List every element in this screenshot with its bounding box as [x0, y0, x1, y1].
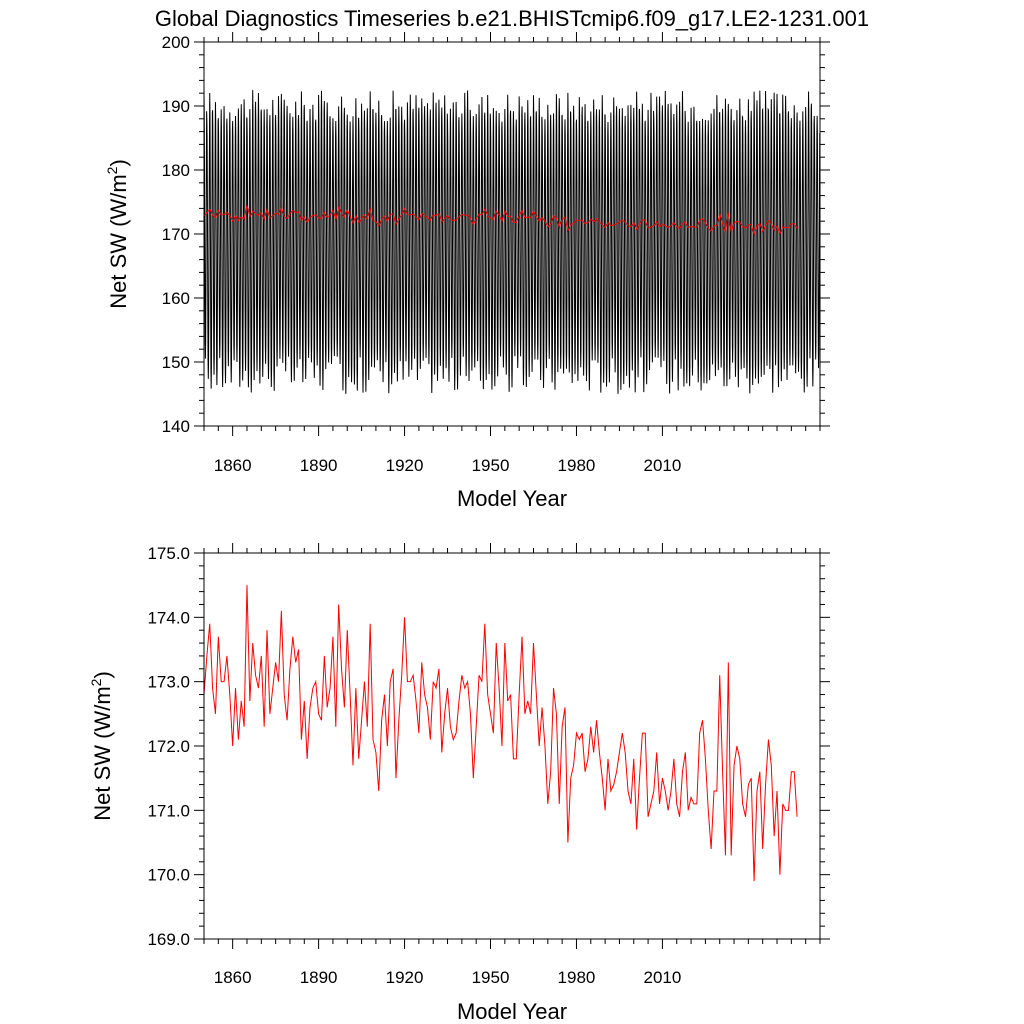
bottom-y-tick-label: 174.0: [147, 608, 190, 627]
top-y-axis-label-sup: 2: [104, 166, 120, 174]
bottom-x-axis-label: Model Year: [457, 999, 567, 1024]
top-y-tick-label: 190: [162, 97, 190, 116]
bottom-panel-lines: [203, 585, 798, 882]
bottom-x-tick-label: 1890: [300, 968, 338, 987]
bottom-y-tick-label: 170.0: [147, 866, 190, 885]
bottom-y-axis-label: Net SW (W/m2): [88, 671, 115, 821]
top-x-tick-label: 2010: [644, 456, 682, 475]
top-y-tick-label: 180: [162, 161, 190, 180]
top-y-tick-label: 140: [162, 417, 190, 436]
top-y-tick-label: 150: [162, 353, 190, 372]
bottom-y-axis-label-close: ): [90, 671, 115, 678]
top-panel: 1860 1890 1920 1950 1980 2010 140 150 160 170 180 1…: [104, 32, 830, 511]
bottom-y-tick-label: 171.0: [147, 801, 190, 820]
top-y-tick-label: 200: [162, 33, 190, 52]
top-x-tick-label: 1890: [300, 456, 338, 475]
bottom-x-tick-label: 2010: [644, 968, 682, 987]
top-y-axis-label: Net SW (W/m2): [104, 159, 131, 309]
top-y-tick-label: 170: [162, 225, 190, 244]
top-x-tick-label: 1980: [558, 456, 596, 475]
bottom-y-tick-label: 175.0: [147, 544, 190, 563]
bottom-y-tick-label: 169.0: [147, 930, 190, 949]
bottom-series-annual_mean: [203, 585, 798, 882]
top-x-tick-label: 1860: [214, 456, 252, 475]
top-series-annual_mean: [203, 205, 798, 237]
bottom-x-tick-label: 1950: [472, 968, 510, 987]
bottom-y-tick-label: 172.0: [147, 737, 190, 756]
bottom-panel: 1860 1890 1920 1950 1980 2010 169.0 170.0 171.0 1…: [88, 543, 830, 1024]
bottom-x-tick-label: 1980: [558, 968, 596, 987]
figure-title: Global Diagnostics Timeseries b.e21.BHIS…: [155, 6, 869, 31]
top-y-tick-label: 160: [162, 289, 190, 308]
bottom-x-tick-label: 1860: [214, 968, 252, 987]
bottom-panel-ticks: 1860 1890 1920 1950 1980 2010 169.0 170.0 171.0 1…: [147, 543, 830, 987]
bottom-plot-frame: [203, 552, 821, 940]
bottom-y-axis-label-sup: 2: [88, 678, 104, 686]
top-y-axis-label-close: ): [106, 159, 131, 166]
bottom-y-tick-label: 173.0: [147, 673, 190, 692]
top-y-axis-label-main: Net SW (W/m: [106, 174, 131, 308]
top-x-tick-label: 1950: [472, 456, 510, 475]
bottom-y-axis-label-main: Net SW (W/m: [90, 686, 115, 820]
bottom-x-tick-label: 1920: [386, 968, 424, 987]
top-panel-lines: [203, 90, 821, 394]
top-x-axis-label: Model Year: [457, 486, 567, 511]
top-x-tick-label: 1920: [386, 456, 424, 475]
top-series-monthly: [203, 90, 821, 394]
top-panel-ticks: 1860 1890 1920 1950 1980 2010 140 150 160 170 180 1…: [162, 32, 830, 475]
